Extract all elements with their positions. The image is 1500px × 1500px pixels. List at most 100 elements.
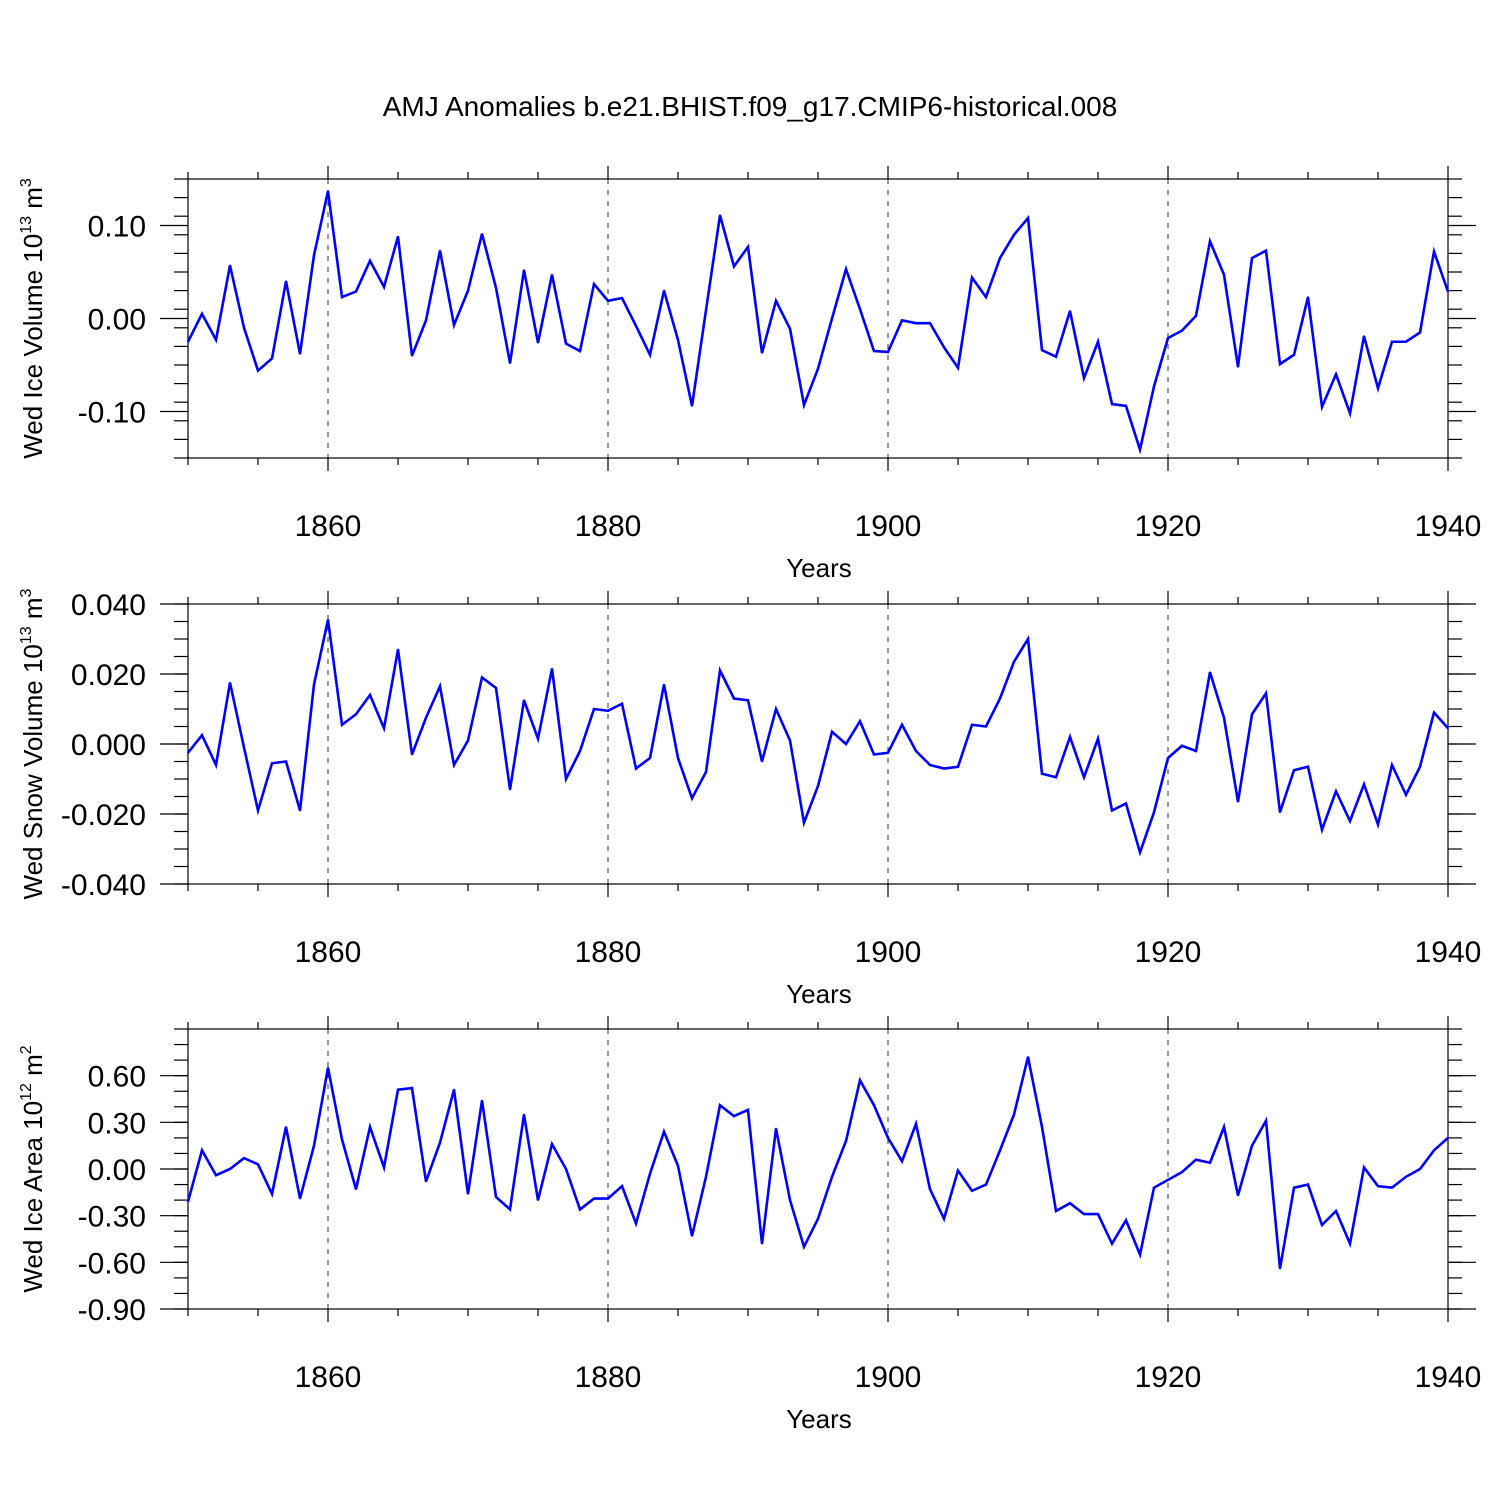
y-tick-label: 0.60 xyxy=(88,1061,146,1094)
data-point xyxy=(677,1164,679,1167)
data-point xyxy=(355,713,357,716)
data-point xyxy=(593,708,595,710)
data-point xyxy=(1139,448,1141,451)
data-point xyxy=(1307,1183,1309,1186)
data-point xyxy=(1377,387,1379,390)
data-point xyxy=(369,1126,371,1128)
data-point xyxy=(285,280,287,283)
data-point xyxy=(1013,1113,1015,1116)
data-point xyxy=(327,190,329,192)
x-tick-label: 1920 xyxy=(1135,936,1202,969)
data-point xyxy=(579,350,581,352)
data-point xyxy=(943,767,945,770)
data-point xyxy=(887,751,889,754)
data-point xyxy=(355,1188,357,1191)
data-point xyxy=(649,1172,651,1175)
data-point xyxy=(1027,217,1029,219)
data-point xyxy=(999,697,1001,700)
y-axis-title: Wed Ice Area 1012 m2 xyxy=(18,1045,48,1292)
data-point xyxy=(481,676,483,679)
data-point xyxy=(313,1144,315,1147)
data-point xyxy=(285,1126,287,1128)
data-point xyxy=(775,708,777,710)
data-point xyxy=(635,1222,637,1225)
data-point xyxy=(775,299,777,302)
data-point xyxy=(691,797,693,800)
x-tick-label: 1940 xyxy=(1415,1361,1482,1394)
data-point xyxy=(873,350,875,352)
data-point xyxy=(299,1197,301,1200)
data-point xyxy=(1125,802,1127,805)
data-point xyxy=(1293,353,1295,356)
y-axis-title-superscript: 13 xyxy=(18,216,35,234)
data-point xyxy=(1167,757,1169,759)
data-point xyxy=(1027,1056,1029,1058)
data-point xyxy=(565,778,567,780)
data-point xyxy=(1223,1126,1225,1128)
data-point xyxy=(1279,1267,1281,1270)
x-tick-label: 1900 xyxy=(855,936,922,969)
data-point xyxy=(1293,769,1295,772)
data-point xyxy=(215,1174,217,1177)
data-point xyxy=(1181,744,1183,747)
data-point xyxy=(915,1122,917,1125)
data-point xyxy=(551,273,553,276)
data-point xyxy=(985,296,987,299)
data-point xyxy=(985,725,987,728)
data-point xyxy=(733,265,735,268)
data-point xyxy=(1405,1175,1407,1178)
x-axis-title: Years xyxy=(786,979,852,1009)
data-point xyxy=(1251,1144,1253,1147)
data-point xyxy=(369,694,371,696)
data-point xyxy=(1349,412,1351,415)
data-point xyxy=(789,1199,791,1202)
data-point xyxy=(1097,737,1099,740)
data-point xyxy=(831,317,833,320)
data-point xyxy=(187,340,189,343)
data-point xyxy=(243,746,245,749)
series-line xyxy=(186,190,1450,455)
data-point xyxy=(915,750,917,752)
data-point xyxy=(467,1192,469,1195)
data-point xyxy=(1237,800,1239,803)
data-point xyxy=(957,1169,959,1172)
data-point xyxy=(201,312,203,315)
data-point xyxy=(915,322,917,325)
data-point xyxy=(1251,257,1253,259)
data-point xyxy=(999,1149,1001,1152)
data-point xyxy=(215,764,217,766)
data-point xyxy=(383,1166,385,1169)
data-point xyxy=(537,341,539,344)
data-point xyxy=(509,788,511,791)
x-tick-label: 1860 xyxy=(295,1361,362,1394)
data-point xyxy=(453,324,455,326)
y-tick-label: 0.30 xyxy=(88,1107,146,1140)
data-point xyxy=(299,352,301,355)
data-point xyxy=(1349,820,1351,822)
x-tick-label: 1860 xyxy=(295,936,362,969)
data-point xyxy=(887,351,889,353)
y-axis-title-superscript: 13 xyxy=(18,626,35,644)
data-point xyxy=(397,235,399,238)
panel-2: -0.040 -0.020 0.000 0.020 0.040 1860 1880 1900 1… xyxy=(18,588,1481,1009)
data-point xyxy=(859,1079,861,1082)
data-point xyxy=(607,709,609,712)
data-point xyxy=(831,1175,833,1178)
data-point xyxy=(789,327,791,330)
data-point xyxy=(845,743,847,745)
y-axis-title-superscript: 3 xyxy=(18,588,35,597)
data-point xyxy=(1391,1186,1393,1189)
data-point xyxy=(341,723,343,726)
data-point xyxy=(411,354,413,357)
data-point xyxy=(201,1149,203,1152)
data-point xyxy=(1069,1202,1071,1205)
data-point xyxy=(873,1104,875,1107)
data-point xyxy=(229,1168,231,1170)
data-point xyxy=(635,767,637,770)
data-point xyxy=(1209,240,1211,243)
data-point xyxy=(1419,1168,1421,1170)
data-point xyxy=(1083,1213,1085,1216)
data-point xyxy=(369,259,371,262)
data-point xyxy=(1321,405,1323,408)
y-tick-label: 0.10 xyxy=(88,211,146,244)
